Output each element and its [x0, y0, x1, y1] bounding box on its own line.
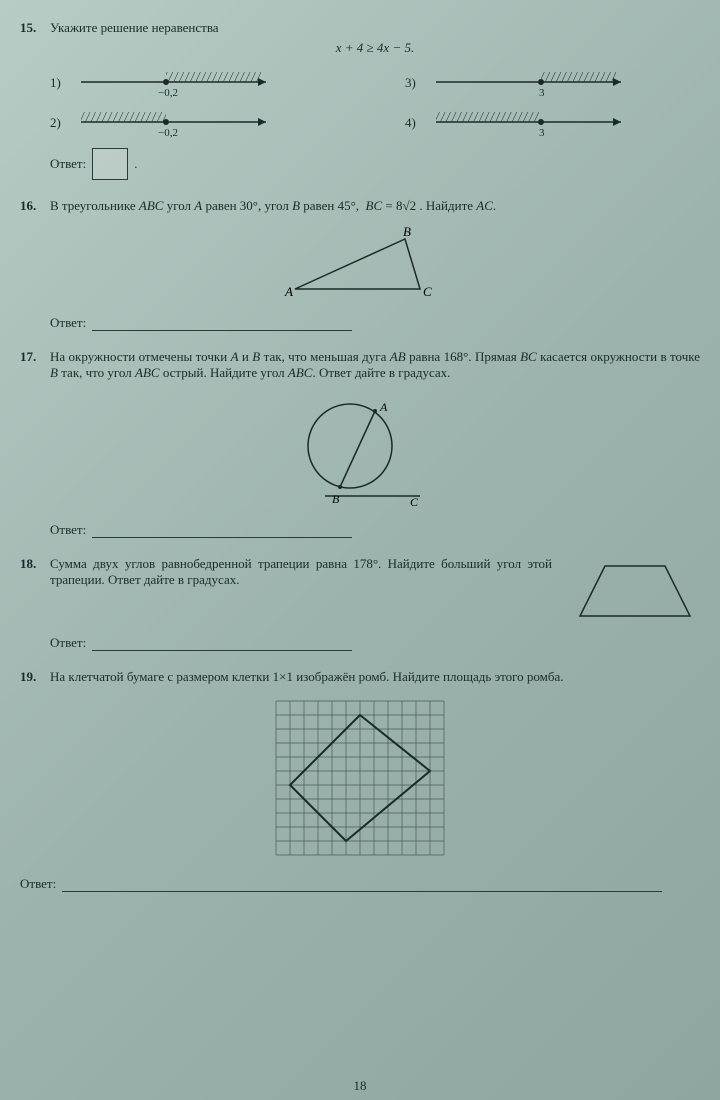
problem-text: На окружности отмечены точки A и B так, … — [50, 349, 700, 381]
option-number: 1) — [50, 75, 68, 91]
vertex-label: B — [403, 224, 411, 239]
answer-line[interactable] — [92, 634, 352, 651]
answer-label: Ответ: — [50, 522, 86, 538]
rhombus-grid-diagram — [270, 695, 450, 865]
numberline-diagram: −0,2 — [76, 106, 345, 140]
problem-15: 15. Укажите решение неравенства x + 4 ≥ … — [20, 20, 700, 180]
problem-text: В треугольнике ABC угол A равен 30°, уго… — [50, 198, 700, 214]
point-label: B — [332, 492, 340, 506]
answer-line[interactable] — [92, 521, 352, 538]
problem-text: Сумма двух углов равнобедренной трапеции… — [50, 556, 552, 588]
problem-16: 16. В треугольнике ABC угол A равен 30°,… — [20, 198, 700, 331]
option-number: 3) — [405, 75, 423, 91]
option-1: 1) −0,2 — [50, 66, 345, 100]
answer-box[interactable] — [92, 148, 128, 180]
tick-label: 3 — [539, 127, 545, 139]
problem-number: 15. — [20, 20, 50, 36]
answer-label: Ответ: — [50, 156, 86, 172]
point-label: C — [410, 495, 419, 509]
problem-text: Укажите решение неравенства — [50, 20, 700, 36]
problem-18: 18. Сумма двух углов равнобедренной трап… — [20, 556, 700, 651]
answer-label: Ответ: — [50, 635, 86, 651]
problem-number: 17. — [20, 349, 50, 365]
numberline-diagram: 3 — [431, 106, 700, 140]
page-number: 18 — [0, 1078, 720, 1094]
problem-number: 19. — [20, 669, 50, 685]
answer-label: Ответ: — [20, 876, 56, 892]
answer-line[interactable] — [92, 314, 352, 331]
trapezoid-diagram — [570, 556, 700, 626]
numberline-diagram: 3 — [431, 66, 700, 100]
option-number: 4) — [405, 115, 423, 131]
circle-tangent-diagram: A B C — [280, 391, 440, 511]
problem-number: 18. — [20, 556, 50, 572]
problem-17: 17. На окружности отмечены точки A и B т… — [20, 349, 700, 538]
option-number: 2) — [50, 115, 68, 131]
tick-label: −0,2 — [158, 87, 178, 99]
inequality-expr: x + 4 ≥ 4x − 5. — [50, 40, 700, 56]
problem-19: 19. На клетчатой бумаге с размером клетк… — [20, 669, 700, 892]
option-4: 4) 3 — [405, 106, 700, 140]
option-3: 3) 3 — [405, 66, 700, 100]
vertex-label: A — [284, 284, 293, 299]
problem-text: На клетчатой бумаге с размером клетки 1×… — [50, 669, 700, 685]
problem-number: 16. — [20, 198, 50, 214]
answer-line[interactable] — [62, 875, 662, 892]
tick-label: 3 — [539, 87, 545, 99]
answer-label: Ответ: — [50, 315, 86, 331]
triangle-diagram: A B C — [275, 224, 445, 304]
period: . — [134, 156, 137, 172]
tick-label: −0,2 — [158, 127, 178, 139]
option-2: 2) −0,2 — [50, 106, 345, 140]
numberline-diagram: −0,2 — [76, 66, 345, 100]
vertex-label: C — [423, 284, 432, 299]
point-label: A — [379, 400, 388, 414]
